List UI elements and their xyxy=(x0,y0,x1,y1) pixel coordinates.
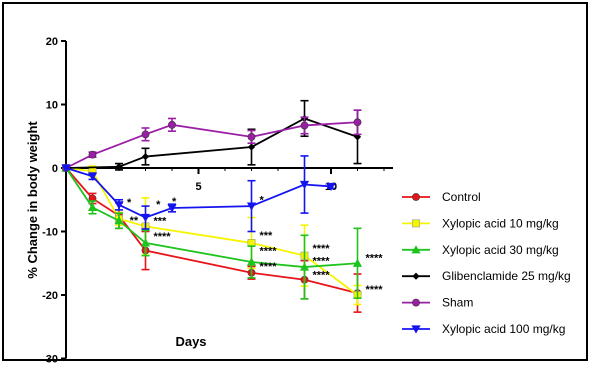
significance-label: * xyxy=(156,199,161,211)
annotations: * **** ***********************************… xyxy=(127,195,383,297)
legend-marker xyxy=(412,219,420,228)
data-point xyxy=(299,262,310,271)
series-4 xyxy=(62,109,362,172)
series-5 xyxy=(61,155,336,233)
legend-item-4: Sham xyxy=(402,296,473,310)
data-point xyxy=(247,143,256,151)
legend-label: Glibenclamide 25 mg/kg xyxy=(442,269,571,283)
data-point xyxy=(114,216,124,225)
legend-item-2: Xylopic acid 30 mg/kg xyxy=(402,243,559,257)
significance-label: ** xyxy=(130,215,139,227)
series-layer xyxy=(61,99,363,313)
legend-label: Xylopic acid 10 mg/kg xyxy=(442,216,559,230)
series-line xyxy=(65,167,332,219)
y-tick-label: -20 xyxy=(42,290,58,302)
legend-marker xyxy=(411,325,421,334)
legend-marker xyxy=(412,298,420,307)
legend-item-0: Control xyxy=(402,190,481,204)
legend-item-1: Xylopic acid 10 mg/kg xyxy=(402,216,559,230)
significance-label: *** xyxy=(153,216,167,228)
legend-label: Xylopic acid 30 mg/kg xyxy=(442,243,559,257)
legend-item-3: Glibenclamide 25 mg/kg xyxy=(402,269,571,283)
significance-label: **** xyxy=(365,284,383,296)
legend-label: Sham xyxy=(442,296,473,310)
significance-label: **** xyxy=(259,245,277,257)
significance-label: *** xyxy=(259,230,273,242)
significance-label: **** xyxy=(312,269,330,281)
x-axis-label: Days xyxy=(175,334,206,349)
data-point xyxy=(168,120,176,129)
data-point xyxy=(300,121,309,130)
y-tick-label: -30 xyxy=(42,354,58,365)
data-point xyxy=(140,213,151,223)
data-point xyxy=(299,180,310,190)
data-point xyxy=(141,152,150,161)
legend-marker xyxy=(411,245,421,254)
significance-label: **** xyxy=(312,243,330,255)
legend-item-5: Xylopic acid 100 mg/kg xyxy=(402,322,565,336)
legend-label: Control xyxy=(442,190,481,204)
y-tick-label: 20 xyxy=(46,36,58,48)
data-point xyxy=(61,164,71,173)
data-point xyxy=(140,238,151,247)
significance-label: **** xyxy=(259,261,277,273)
y-axis-label: % Change in body weight xyxy=(25,121,40,279)
significance-label: **** xyxy=(312,256,330,268)
data-point xyxy=(352,258,363,267)
significance-label: * xyxy=(127,197,132,209)
legend-marker xyxy=(412,193,420,201)
data-point xyxy=(141,130,150,139)
data-point xyxy=(247,132,256,141)
series-3 xyxy=(62,99,362,172)
series-line xyxy=(65,121,358,169)
data-point xyxy=(246,202,257,211)
legend: Control Xylopic acid 10 mg/kg Xylopic acid… xyxy=(402,190,571,336)
x-tick-label: 5 xyxy=(195,181,201,193)
significance-label: **** xyxy=(365,252,383,264)
y-tick-label: 10 xyxy=(46,100,58,112)
data-point xyxy=(353,118,362,127)
chart-frame xyxy=(2,2,588,361)
data-point xyxy=(87,202,98,211)
series-0 xyxy=(62,164,362,313)
legend-marker xyxy=(412,272,420,280)
significance-label: * xyxy=(172,196,177,208)
data-point xyxy=(87,172,98,181)
data-point xyxy=(88,150,97,159)
data-point xyxy=(326,182,336,192)
y-tick-label: 0 xyxy=(52,163,58,175)
data-point xyxy=(167,204,177,213)
data-point xyxy=(114,201,124,210)
y-tick-label: -10 xyxy=(42,227,58,239)
data-point xyxy=(115,163,123,171)
data-point xyxy=(246,257,257,266)
series-line xyxy=(65,117,358,169)
significance-label: **** xyxy=(153,231,171,243)
legend-label: Xylopic acid 100 mg/kg xyxy=(442,322,565,336)
significance-label: * xyxy=(259,195,264,207)
